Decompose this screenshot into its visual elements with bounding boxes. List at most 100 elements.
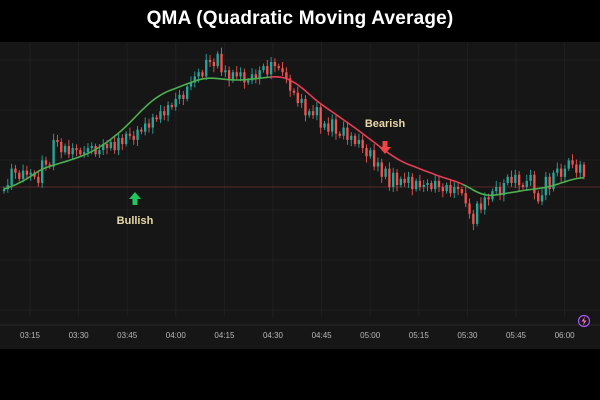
candle-body (86, 148, 90, 153)
candle-body (472, 213, 475, 224)
candle-body (75, 148, 78, 151)
candle-body (422, 185, 425, 188)
candle-body (113, 141, 116, 151)
candle-body (418, 180, 422, 188)
candle-body (258, 70, 261, 79)
x-tick-label: 04:30 (263, 331, 284, 340)
qma-line-bearish (269, 75, 464, 186)
candle-body (216, 53, 219, 67)
candle-body (82, 152, 86, 155)
candle-body (498, 187, 502, 196)
candle-body (430, 182, 433, 190)
candle-body (98, 150, 101, 155)
candle-body (502, 182, 506, 196)
candle-body (289, 78, 292, 91)
candle-body (163, 111, 166, 116)
bullish-label: Bullish (117, 215, 154, 227)
candle-body (330, 119, 334, 132)
x-tick-label: 04:15 (214, 331, 235, 340)
candle-body (132, 135, 135, 140)
candle-body (2, 189, 6, 192)
candle-body (311, 111, 315, 116)
candle-body (529, 174, 532, 181)
candle-body (37, 176, 40, 183)
x-tick-label: 06:00 (555, 331, 576, 340)
candle-body (292, 90, 296, 93)
lightning-icon[interactable] (577, 314, 591, 328)
candle-body (193, 76, 196, 83)
candle-body (319, 107, 322, 128)
candle-body (189, 82, 193, 87)
candle-body (453, 187, 456, 194)
candle-body (342, 127, 345, 136)
candle-body (361, 139, 364, 149)
x-tick-label: 05:30 (457, 331, 478, 340)
candle-body (277, 66, 280, 69)
candlestick-chart: Bullish Bearish 03:15 03:30 03:45 04:00 04:15 0… (0, 42, 600, 340)
candle-body (128, 133, 132, 136)
candle-body (563, 168, 567, 177)
candle-body (239, 72, 242, 77)
candle-body (468, 203, 471, 214)
candle-body (506, 176, 509, 183)
candle-body (121, 137, 124, 144)
candle-body (48, 164, 51, 167)
candle-body (124, 133, 128, 144)
candle-body (434, 180, 437, 190)
candle-body (575, 164, 578, 173)
candle-body (449, 185, 452, 194)
candle-body (548, 176, 551, 190)
candle-body (403, 178, 406, 183)
candle-body (170, 105, 174, 108)
candle-body (227, 70, 231, 81)
candle-body (220, 53, 223, 73)
candle-body (525, 180, 528, 188)
bullish-arrow-icon (129, 192, 141, 205)
chart-panel: Bullish Bearish 03:15 03:30 03:45 04:00 04:15 0… (0, 42, 600, 349)
candle-body (346, 127, 349, 140)
candle-body (483, 197, 486, 210)
x-tick-label: 03:45 (117, 331, 138, 340)
candle-body (266, 66, 269, 75)
candle-body (456, 187, 460, 190)
x-tick-label: 05:00 (360, 331, 381, 340)
candle-body (273, 62, 277, 67)
candle-body (52, 139, 55, 167)
candle-body (231, 72, 235, 81)
candle-body (441, 187, 444, 192)
candle-body (166, 105, 170, 116)
candle-body (582, 164, 586, 177)
candle-body (178, 94, 181, 99)
candle-body (388, 168, 391, 188)
candle-body (475, 203, 479, 224)
candle-body (56, 139, 59, 142)
qma-line-bullish (462, 177, 585, 197)
candle-body (411, 176, 414, 190)
candle-body (392, 172, 395, 188)
candle-body (487, 197, 490, 200)
candle-body (395, 172, 399, 185)
candle-body (67, 146, 71, 155)
candle-body (254, 74, 258, 79)
x-tick-label: 03:15 (20, 331, 41, 340)
candle-body (151, 117, 154, 128)
candle-body (540, 195, 544, 202)
candle-body (79, 150, 82, 155)
candle-body (144, 123, 147, 132)
candle-body (544, 176, 548, 196)
candle-body (21, 170, 25, 179)
candle-body (205, 59, 208, 77)
candle-body (357, 139, 361, 144)
candle-body (460, 189, 464, 194)
candle-body (365, 148, 368, 157)
candle-body (315, 107, 319, 116)
candle-body (437, 180, 441, 188)
candle-body (426, 182, 429, 185)
candle-body (567, 160, 570, 169)
candle-body (304, 98, 307, 116)
candle-body (514, 174, 517, 183)
candle-body (571, 160, 574, 165)
candle-body (247, 80, 250, 83)
page-title: QMA (Quadratic Moving Average) (146, 8, 454, 29)
candle-body (60, 141, 63, 153)
